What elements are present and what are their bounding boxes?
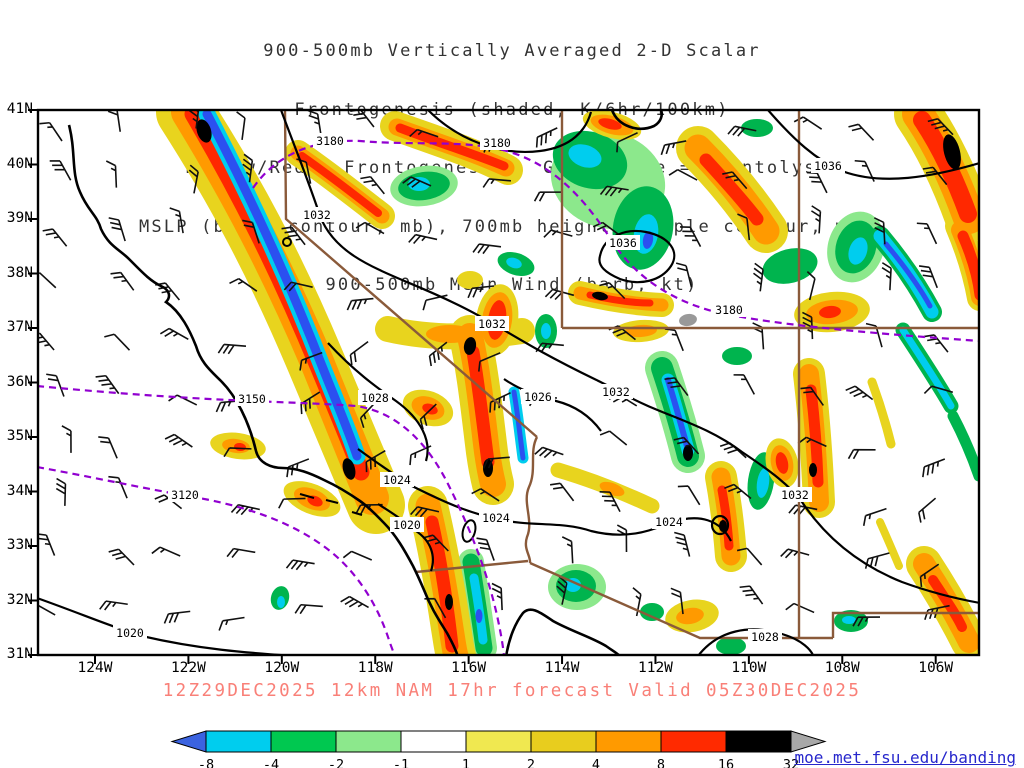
svg-text:1028: 1028 <box>361 391 389 405</box>
svg-text:1024: 1024 <box>383 473 411 487</box>
svg-text:8: 8 <box>657 757 665 768</box>
lat-tick-label: 35N <box>0 428 33 444</box>
lon-tick-label: 110W <box>719 660 779 676</box>
colorbar-legend: -8-4-2-112481632 <box>172 731 825 768</box>
lon-tick-label: 114W <box>532 660 592 676</box>
svg-text:3180: 3180 <box>715 303 743 317</box>
lon-tick-label: 122W <box>158 660 218 676</box>
mslp-contours <box>37 110 980 658</box>
lat-tick-label: 34N <box>0 483 33 499</box>
lat-tick-label: 40N <box>0 156 33 172</box>
lon-tick-label: 106W <box>906 660 966 676</box>
svg-text:1024: 1024 <box>482 511 510 525</box>
lat-tick-label: 39N <box>0 210 33 226</box>
lon-tick-label: 118W <box>345 660 405 676</box>
svg-text:16: 16 <box>718 757 734 768</box>
lon-tick-label: 124W <box>65 660 125 676</box>
lon-tick-label: 108W <box>812 660 872 676</box>
svg-text:4: 4 <box>592 757 600 768</box>
svg-text:1020: 1020 <box>116 626 144 640</box>
svg-text:1: 1 <box>462 757 470 768</box>
lat-tick-label: 37N <box>0 319 33 335</box>
svg-text:-1: -1 <box>393 757 409 768</box>
svg-text:2: 2 <box>527 757 535 768</box>
lat-tick-label: 31N <box>0 646 33 662</box>
weather-map-plot: 3180 3180 1032 1036 1036 3180 1032 1028 3150 1026… <box>0 0 1024 768</box>
svg-text:3180: 3180 <box>483 136 511 150</box>
forecast-caption: 12Z29DEC2025 12km NAM 17hr forecast Vali… <box>0 681 1024 701</box>
svg-text:-2: -2 <box>328 757 344 768</box>
lat-tick-label: 41N <box>0 101 33 117</box>
lon-tick-label: 120W <box>252 660 312 676</box>
svg-text:1032: 1032 <box>303 208 331 222</box>
svg-text:1026: 1026 <box>524 390 552 404</box>
svg-text:3180: 3180 <box>316 134 344 148</box>
svg-text:-8: -8 <box>198 757 214 768</box>
svg-text:1036: 1036 <box>609 236 637 250</box>
svg-text:1032: 1032 <box>478 317 506 331</box>
svg-text:3120: 3120 <box>171 488 199 502</box>
lat-tick-label: 36N <box>0 374 33 390</box>
svg-text:1020: 1020 <box>393 518 421 532</box>
lat-tick-label: 38N <box>0 265 33 281</box>
lat-tick-label: 32N <box>0 592 33 608</box>
frontogenesis-shading-layer <box>185 105 980 656</box>
svg-text:1036: 1036 <box>814 159 842 173</box>
svg-text:1032: 1032 <box>781 488 809 502</box>
lat-tick-label: 33N <box>0 537 33 553</box>
lon-tick-label: 112W <box>625 660 685 676</box>
height-contours <box>37 141 980 657</box>
svg-text:1024: 1024 <box>655 515 683 529</box>
svg-text:1028: 1028 <box>751 630 779 644</box>
svg-text:3150: 3150 <box>238 392 266 406</box>
website-link[interactable]: moe.met.fsu.edu/banding <box>794 748 1016 767</box>
lon-tick-label: 116W <box>439 660 499 676</box>
svg-text:-4: -4 <box>263 757 279 768</box>
svg-text:1032: 1032 <box>602 385 630 399</box>
